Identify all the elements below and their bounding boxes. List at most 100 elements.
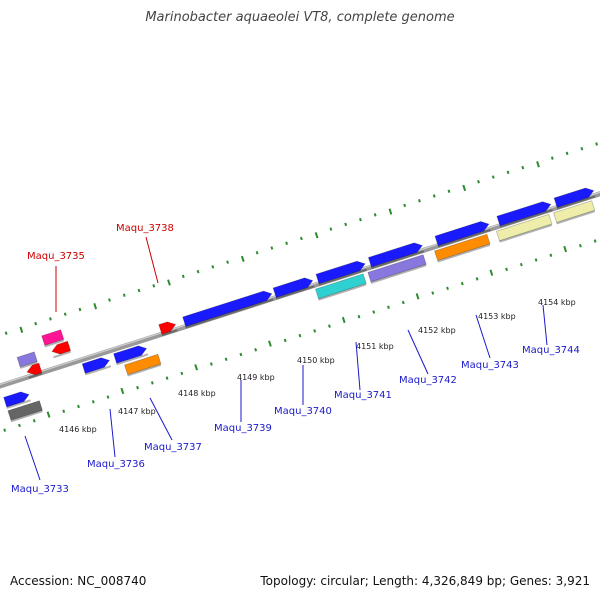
inner-scale-tick bbox=[254, 348, 258, 352]
outer-scale-tick bbox=[255, 250, 259, 255]
gene-arrow bbox=[81, 357, 111, 374]
gene-label: Maqu_3735 bbox=[27, 251, 85, 262]
gene-shadow bbox=[53, 350, 71, 359]
gene-arrow bbox=[7, 400, 43, 421]
inner-scale-tick bbox=[106, 395, 110, 399]
outer-scale-tick bbox=[122, 293, 126, 298]
outer-scale-tick bbox=[521, 165, 525, 170]
inner-scale-tick bbox=[534, 258, 538, 262]
gene-shadow bbox=[44, 339, 65, 348]
gene-shadow bbox=[318, 268, 367, 286]
inner-scale-tick bbox=[578, 244, 582, 248]
inner-scale-tick bbox=[372, 310, 376, 314]
outer-scale-tick bbox=[403, 203, 407, 208]
outer-scale-tick bbox=[491, 175, 495, 179]
inner-scale-tick bbox=[415, 293, 420, 300]
gene-shadow bbox=[161, 329, 178, 337]
inner-scale-tick bbox=[46, 411, 51, 418]
outer-scale-tick bbox=[314, 232, 319, 239]
inner-scale-tick bbox=[3, 428, 7, 432]
inner-scale-tick bbox=[18, 423, 21, 428]
gene-shadow bbox=[19, 361, 38, 369]
gene-arrow bbox=[113, 345, 148, 364]
kbp-tick-label: 4149 kbp bbox=[237, 373, 275, 382]
inner-scale-tick bbox=[446, 286, 449, 291]
outer-scale-tick bbox=[299, 236, 303, 241]
inner-scale-tick bbox=[313, 329, 317, 333]
outer-scale-tick bbox=[108, 298, 111, 302]
outer-scale-tick bbox=[329, 227, 333, 231]
gene-label: Maqu_3740 bbox=[274, 406, 332, 417]
outer-scale-tick bbox=[595, 142, 599, 146]
gene-shadow bbox=[556, 210, 596, 225]
inner-scale-tick bbox=[136, 385, 139, 390]
gene-arrow bbox=[158, 321, 177, 335]
labels-layer: 4146 kbp 4147 kbp 4148 kbp 4149 kbp 4150 kbp… bbox=[11, 223, 580, 495]
inner-scale-tick bbox=[120, 387, 125, 395]
kbp-tick-label: 4146 kbp bbox=[59, 425, 97, 434]
gene-arrow bbox=[51, 340, 72, 355]
outer-scale-tick bbox=[137, 288, 141, 293]
gene-label: Maqu_3744 bbox=[522, 345, 580, 356]
inner-scale-tick bbox=[328, 324, 331, 328]
gene-arrow bbox=[123, 353, 162, 376]
inner-scale-tick bbox=[150, 381, 154, 385]
gene-leader-line bbox=[145, 236, 159, 284]
inner-scale-tick bbox=[239, 352, 243, 357]
outer-scale-tick bbox=[359, 217, 362, 222]
outer-scale-tick bbox=[93, 302, 98, 310]
gene-shadow bbox=[556, 195, 596, 210]
inner-scale-tick bbox=[224, 357, 228, 361]
gene-label: Maqu_3743 bbox=[461, 360, 519, 371]
outer-scale-tick bbox=[49, 317, 52, 321]
outer-scale-tick bbox=[447, 189, 451, 193]
gene-label: Maqu_3738 bbox=[116, 223, 174, 234]
gene-label: Maqu_3742 bbox=[399, 375, 457, 386]
outer-scale-tick bbox=[477, 180, 480, 184]
outer-scale-tick bbox=[506, 170, 510, 175]
outer-scale-tick bbox=[152, 284, 156, 288]
gene-label: Maqu_3736 bbox=[87, 459, 145, 470]
inner-scale-tick bbox=[387, 305, 390, 309]
gene-arrow bbox=[315, 260, 366, 285]
outer-scale-tick bbox=[580, 146, 584, 151]
kbp-tick-label: 4152 kbp bbox=[418, 326, 456, 335]
gene-arrow bbox=[496, 201, 552, 227]
gene-shadow bbox=[28, 372, 43, 379]
outer-scale-tick bbox=[181, 274, 185, 279]
inner-scale-tick bbox=[489, 269, 494, 276]
gene-shadow bbox=[127, 363, 162, 377]
gene-arrow bbox=[272, 277, 314, 299]
inner-scale-tick bbox=[165, 376, 169, 380]
kbp-tick-label: 4150 kbp bbox=[297, 356, 335, 365]
gene-shadow bbox=[84, 365, 112, 376]
inner-scale-tick bbox=[357, 314, 361, 319]
kbp-tick-label: 4148 kbp bbox=[178, 389, 216, 398]
inner-scale-tick bbox=[401, 300, 405, 305]
inner-scale-tick bbox=[298, 333, 302, 338]
gene-arrow bbox=[26, 362, 43, 376]
inner-scale-tick bbox=[268, 340, 272, 347]
gene-shadow bbox=[318, 283, 367, 301]
genome-title: Marinobacter aquaeolei VT8, complete gen… bbox=[145, 10, 455, 25]
outer-scale-tick bbox=[536, 161, 540, 168]
outer-scale-tick bbox=[373, 213, 377, 217]
inner-scale-tick bbox=[77, 404, 80, 409]
inner-scale-tick bbox=[593, 239, 597, 243]
outer-scale-tick bbox=[344, 222, 348, 227]
gene-shadow bbox=[371, 250, 425, 269]
gene-leader-line bbox=[109, 408, 116, 458]
accession-text: Accession: NC_008740 bbox=[10, 574, 147, 588]
kbp-tick-label: 4153 kbp bbox=[478, 312, 516, 321]
gene-arrow bbox=[553, 187, 595, 209]
outer-scale-tick bbox=[240, 255, 245, 263]
outer-scale-tick bbox=[196, 269, 200, 274]
gene-arrow bbox=[495, 213, 553, 242]
gene-label: Maqu_3737 bbox=[144, 442, 202, 453]
inner-scale-tick bbox=[549, 253, 553, 257]
inner-scale-tick bbox=[283, 338, 287, 343]
outer-scale-tick bbox=[19, 326, 24, 333]
genes-layer bbox=[3, 187, 596, 423]
gene-arrow bbox=[3, 391, 30, 408]
